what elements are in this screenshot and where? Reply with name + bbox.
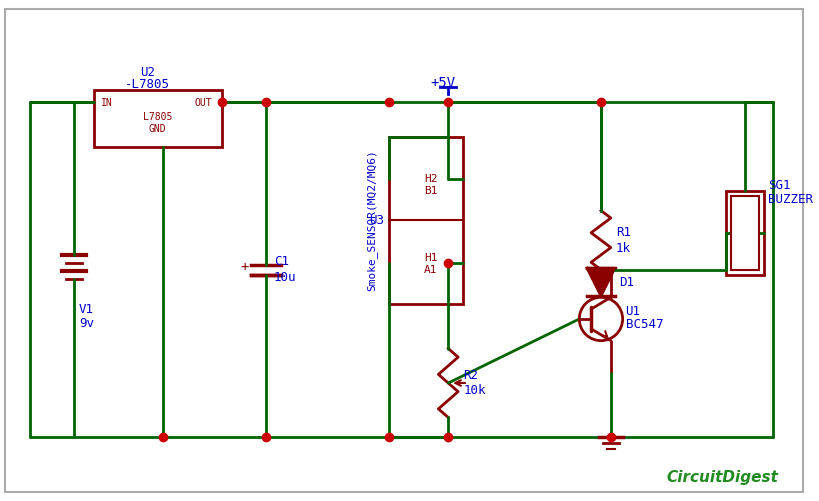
Text: U1: U1 xyxy=(625,305,640,318)
Text: D1: D1 xyxy=(618,276,633,289)
Bar xyxy=(389,137,463,304)
Text: 10u: 10u xyxy=(274,271,296,284)
Text: -L7805: -L7805 xyxy=(125,78,170,91)
Text: 1k: 1k xyxy=(615,241,630,255)
Text: +5V: +5V xyxy=(430,76,455,90)
Text: U2: U2 xyxy=(140,66,155,79)
Text: R1: R1 xyxy=(615,226,630,239)
Text: SG1: SG1 xyxy=(767,179,790,192)
Text: U3: U3 xyxy=(369,214,384,227)
Bar xyxy=(725,191,762,275)
Text: H1: H1 xyxy=(423,253,437,263)
Text: BC547: BC547 xyxy=(625,318,663,331)
Text: BUZZER: BUZZER xyxy=(767,193,812,206)
Text: +: + xyxy=(240,260,248,274)
Text: C1: C1 xyxy=(274,256,288,269)
Text: Smoke_SENSOR(MQ2/MQ6): Smoke_SENSOR(MQ2/MQ6) xyxy=(365,150,377,291)
Polygon shape xyxy=(586,268,614,296)
Text: R2: R2 xyxy=(463,369,477,382)
Text: GND: GND xyxy=(148,124,166,134)
Bar xyxy=(93,90,221,147)
Text: V1: V1 xyxy=(79,303,93,316)
Text: A1: A1 xyxy=(423,265,437,275)
Text: OUT: OUT xyxy=(194,98,211,108)
Text: IN: IN xyxy=(102,98,113,108)
Text: 9v: 9v xyxy=(79,318,93,330)
Text: H2: H2 xyxy=(423,174,437,184)
Bar xyxy=(730,196,758,270)
Text: L7805: L7805 xyxy=(143,112,172,122)
Text: B1: B1 xyxy=(423,186,437,196)
Text: 10k: 10k xyxy=(463,384,485,397)
Text: CircuitDigest: CircuitDigest xyxy=(666,470,777,485)
